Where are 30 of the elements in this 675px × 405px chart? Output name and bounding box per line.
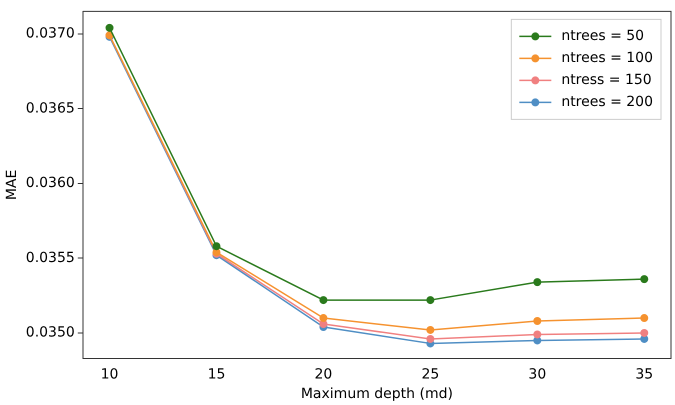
x-tick-label: 35 xyxy=(635,366,654,382)
point xyxy=(640,314,648,322)
legend-label: ntrees = 100 xyxy=(561,50,654,66)
legend-label: ntrees = 200 xyxy=(561,94,654,110)
y-tick-label: 0.0350 xyxy=(26,324,75,341)
y-tick-label: 0.0370 xyxy=(26,25,75,42)
point xyxy=(319,296,328,304)
x-tick-label: 10 xyxy=(100,366,118,382)
point xyxy=(426,334,434,343)
point xyxy=(533,330,542,338)
x-axis-title: Maximum depth (md) xyxy=(300,386,453,402)
point xyxy=(640,275,648,284)
point xyxy=(426,326,434,334)
point xyxy=(106,24,114,32)
point xyxy=(212,242,220,250)
point xyxy=(640,328,648,337)
x-tick-label: 30 xyxy=(528,366,546,382)
point xyxy=(533,278,542,286)
y-tick-label: 0.0360 xyxy=(26,175,75,192)
point xyxy=(426,296,434,304)
y-axis-title: MAE xyxy=(4,170,20,200)
legend-label: ntress = 150 xyxy=(561,72,652,88)
x-tick-label: 25 xyxy=(421,366,440,382)
y-tick-label: 0.0365 xyxy=(26,100,75,116)
x-tick-label: 20 xyxy=(314,366,332,382)
legend-label: ntrees = 50 xyxy=(561,28,644,44)
y-tick-label: 0.0355 xyxy=(26,250,75,266)
x-tick-label: 15 xyxy=(208,366,226,382)
point xyxy=(319,314,328,322)
point xyxy=(533,317,542,326)
